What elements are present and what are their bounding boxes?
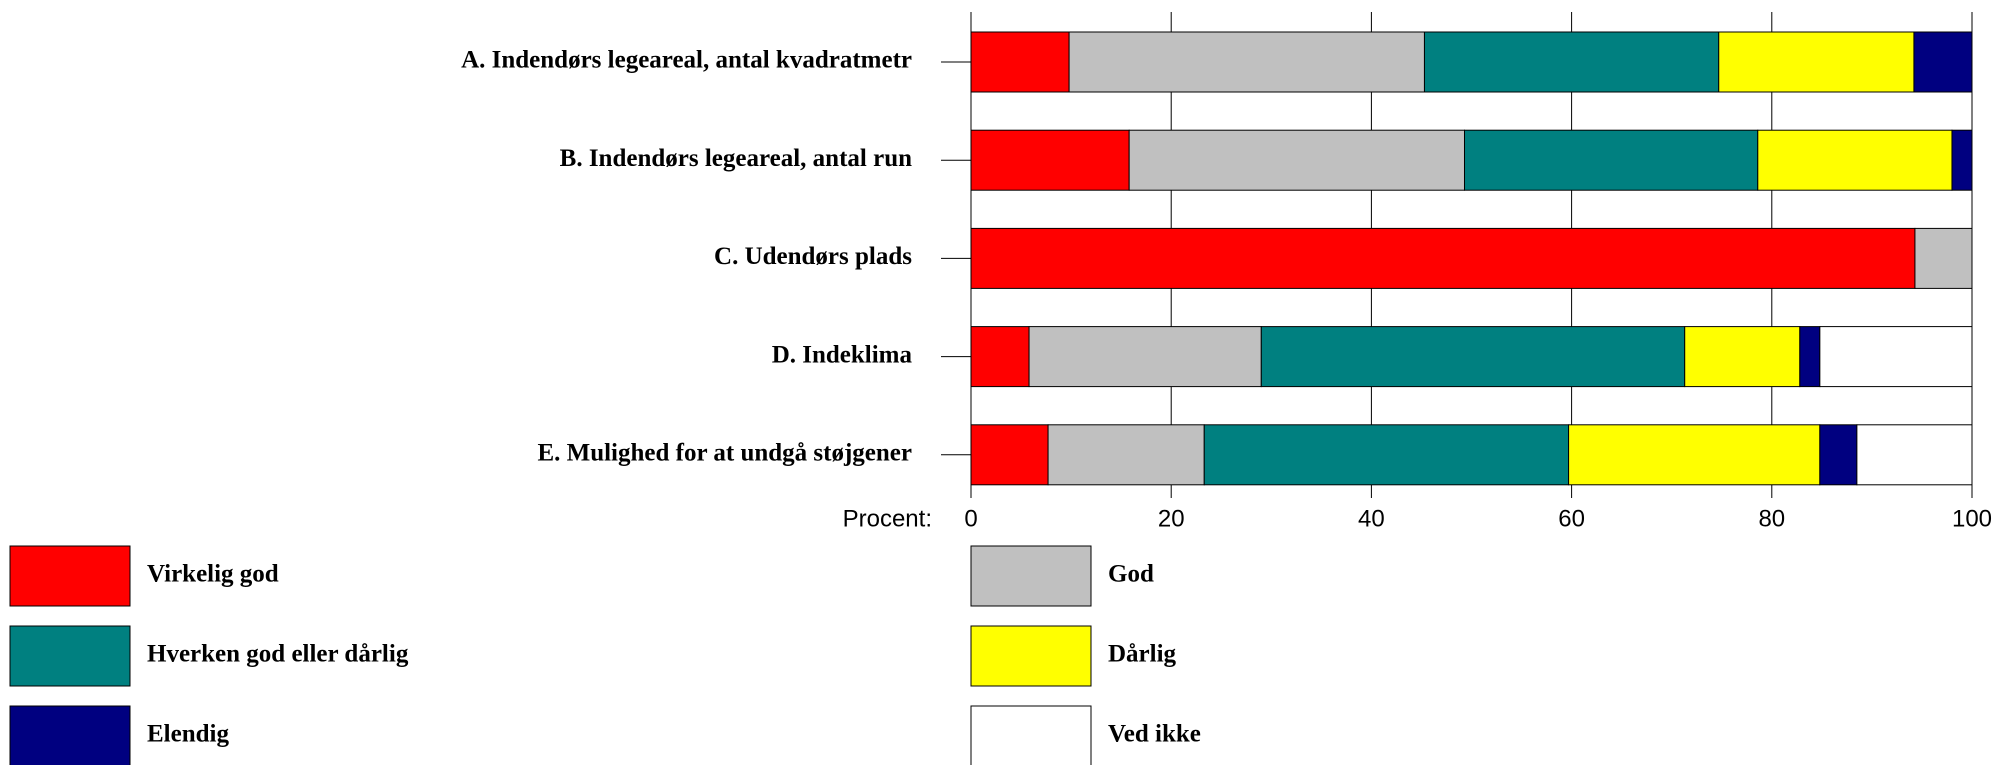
category-label: A. Indendørs legeareal, antal kvadratmet… <box>461 47 912 74</box>
category-label: D. Indeklima <box>772 341 913 368</box>
bar-segment <box>1819 326 1973 388</box>
legend-label: Elendig <box>147 721 229 748</box>
x-tick-label: 100 <box>1952 505 1992 532</box>
bar-segment <box>1463 129 1759 191</box>
bar-segment <box>1913 31 1973 93</box>
bar-segment <box>1718 31 1915 93</box>
x-tick-label: 20 <box>1158 505 1185 532</box>
legend-swatch <box>9 545 131 607</box>
bar-segment <box>970 326 1030 388</box>
legend-label: God <box>1108 561 1154 588</box>
legend-label: Hverken god eller dårlig <box>147 641 409 668</box>
bar-segment <box>1684 326 1801 388</box>
x-tick-label: 80 <box>1758 505 1785 532</box>
bar-segment <box>970 31 1070 93</box>
bar-segment <box>1914 227 1973 289</box>
bar-segment <box>1423 31 1720 93</box>
x-tick-label: 60 <box>1558 505 1585 532</box>
bar-segment <box>1260 326 1686 388</box>
category-label: B. Indendørs legeareal, antal run <box>560 145 912 172</box>
legend-swatch <box>9 625 131 687</box>
legend-label: Virkelig god <box>147 561 279 588</box>
bar-segment <box>1568 424 1821 486</box>
legend-swatch <box>970 625 1092 687</box>
bar-segment <box>1951 129 1973 191</box>
bar-segment <box>970 227 1916 289</box>
category-label: C. Udendørs plads <box>714 243 912 270</box>
bar-segment <box>1757 129 1953 191</box>
legend-swatch <box>970 545 1092 607</box>
bar-segment <box>1856 424 1973 486</box>
x-tick-label: 40 <box>1358 505 1385 532</box>
category-label: E. Mulighed for at undgå støjgener <box>537 440 912 467</box>
x-tick-label: 0 <box>964 505 977 532</box>
bar-segment <box>1028 326 1262 388</box>
bar-segment <box>1068 31 1425 93</box>
bar-segment <box>1047 424 1205 486</box>
bar-segment <box>970 424 1049 486</box>
legend-swatch <box>9 705 131 765</box>
bar-segment <box>1203 424 1570 486</box>
bar-segment <box>1819 424 1858 486</box>
legend-label: Dårlig <box>1108 641 1177 668</box>
bar-segment <box>1799 326 1821 388</box>
legend-swatch <box>970 705 1092 765</box>
x-axis-label: Procent: <box>843 505 932 532</box>
bar-segment <box>1128 129 1465 191</box>
legend-label: Ved ikke <box>1108 721 1201 748</box>
bar-segment <box>970 129 1130 191</box>
